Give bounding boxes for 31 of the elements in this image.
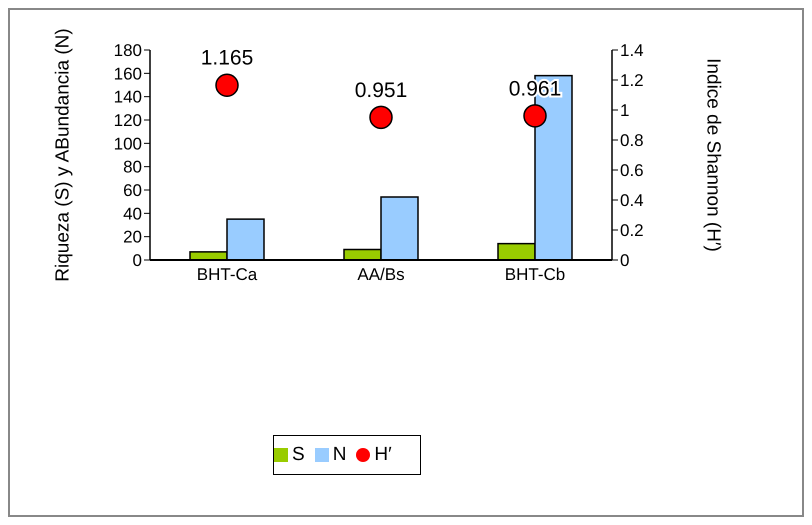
y2-tick-label: 1 <box>620 101 630 120</box>
y2-tick-label: 1.2 <box>620 71 644 90</box>
y-tick-label: 20 <box>123 228 142 247</box>
point <box>215 74 239 97</box>
y2-axis-title: Indice de Shannon (H′) <box>702 58 724 252</box>
x-tick-label: BHT-Cb <box>504 265 566 284</box>
legend-label: S <box>292 444 305 465</box>
x-tick-label: BHT-Ca <box>196 265 258 284</box>
y-tick-label: 80 <box>123 158 142 177</box>
y2-tick-label: 0 <box>620 251 630 270</box>
point <box>523 104 547 128</box>
y2-tick-label: 0.6 <box>620 161 644 180</box>
data-label: 1.165 <box>200 46 254 70</box>
y-tick-label: 0 <box>132 251 142 270</box>
x-tick-label: AA/Bs <box>357 265 405 284</box>
y2-tick-label: 0.8 <box>620 131 644 150</box>
y-tick-label: 140 <box>114 88 142 107</box>
y2-tick-label: 0.4 <box>620 191 644 210</box>
point <box>369 106 393 130</box>
y2-tick-label: 0.2 <box>620 221 644 240</box>
legend-label: H′ <box>374 444 392 465</box>
y-tick-label: 60 <box>123 181 142 200</box>
y-tick-label: 40 <box>123 204 142 224</box>
legend-label: N <box>332 444 346 465</box>
y-tick-label: 120 <box>114 111 142 130</box>
y-tick-label: 160 <box>114 64 142 84</box>
y-tick-label: 100 <box>114 134 142 154</box>
y-tick-label: 180 <box>114 41 142 60</box>
y2-tick-label: 1.4 <box>620 41 644 60</box>
y-axis-title: Riqueza (S) y ABundancia (N) <box>52 28 74 282</box>
data-label: 0.951 <box>354 78 408 102</box>
